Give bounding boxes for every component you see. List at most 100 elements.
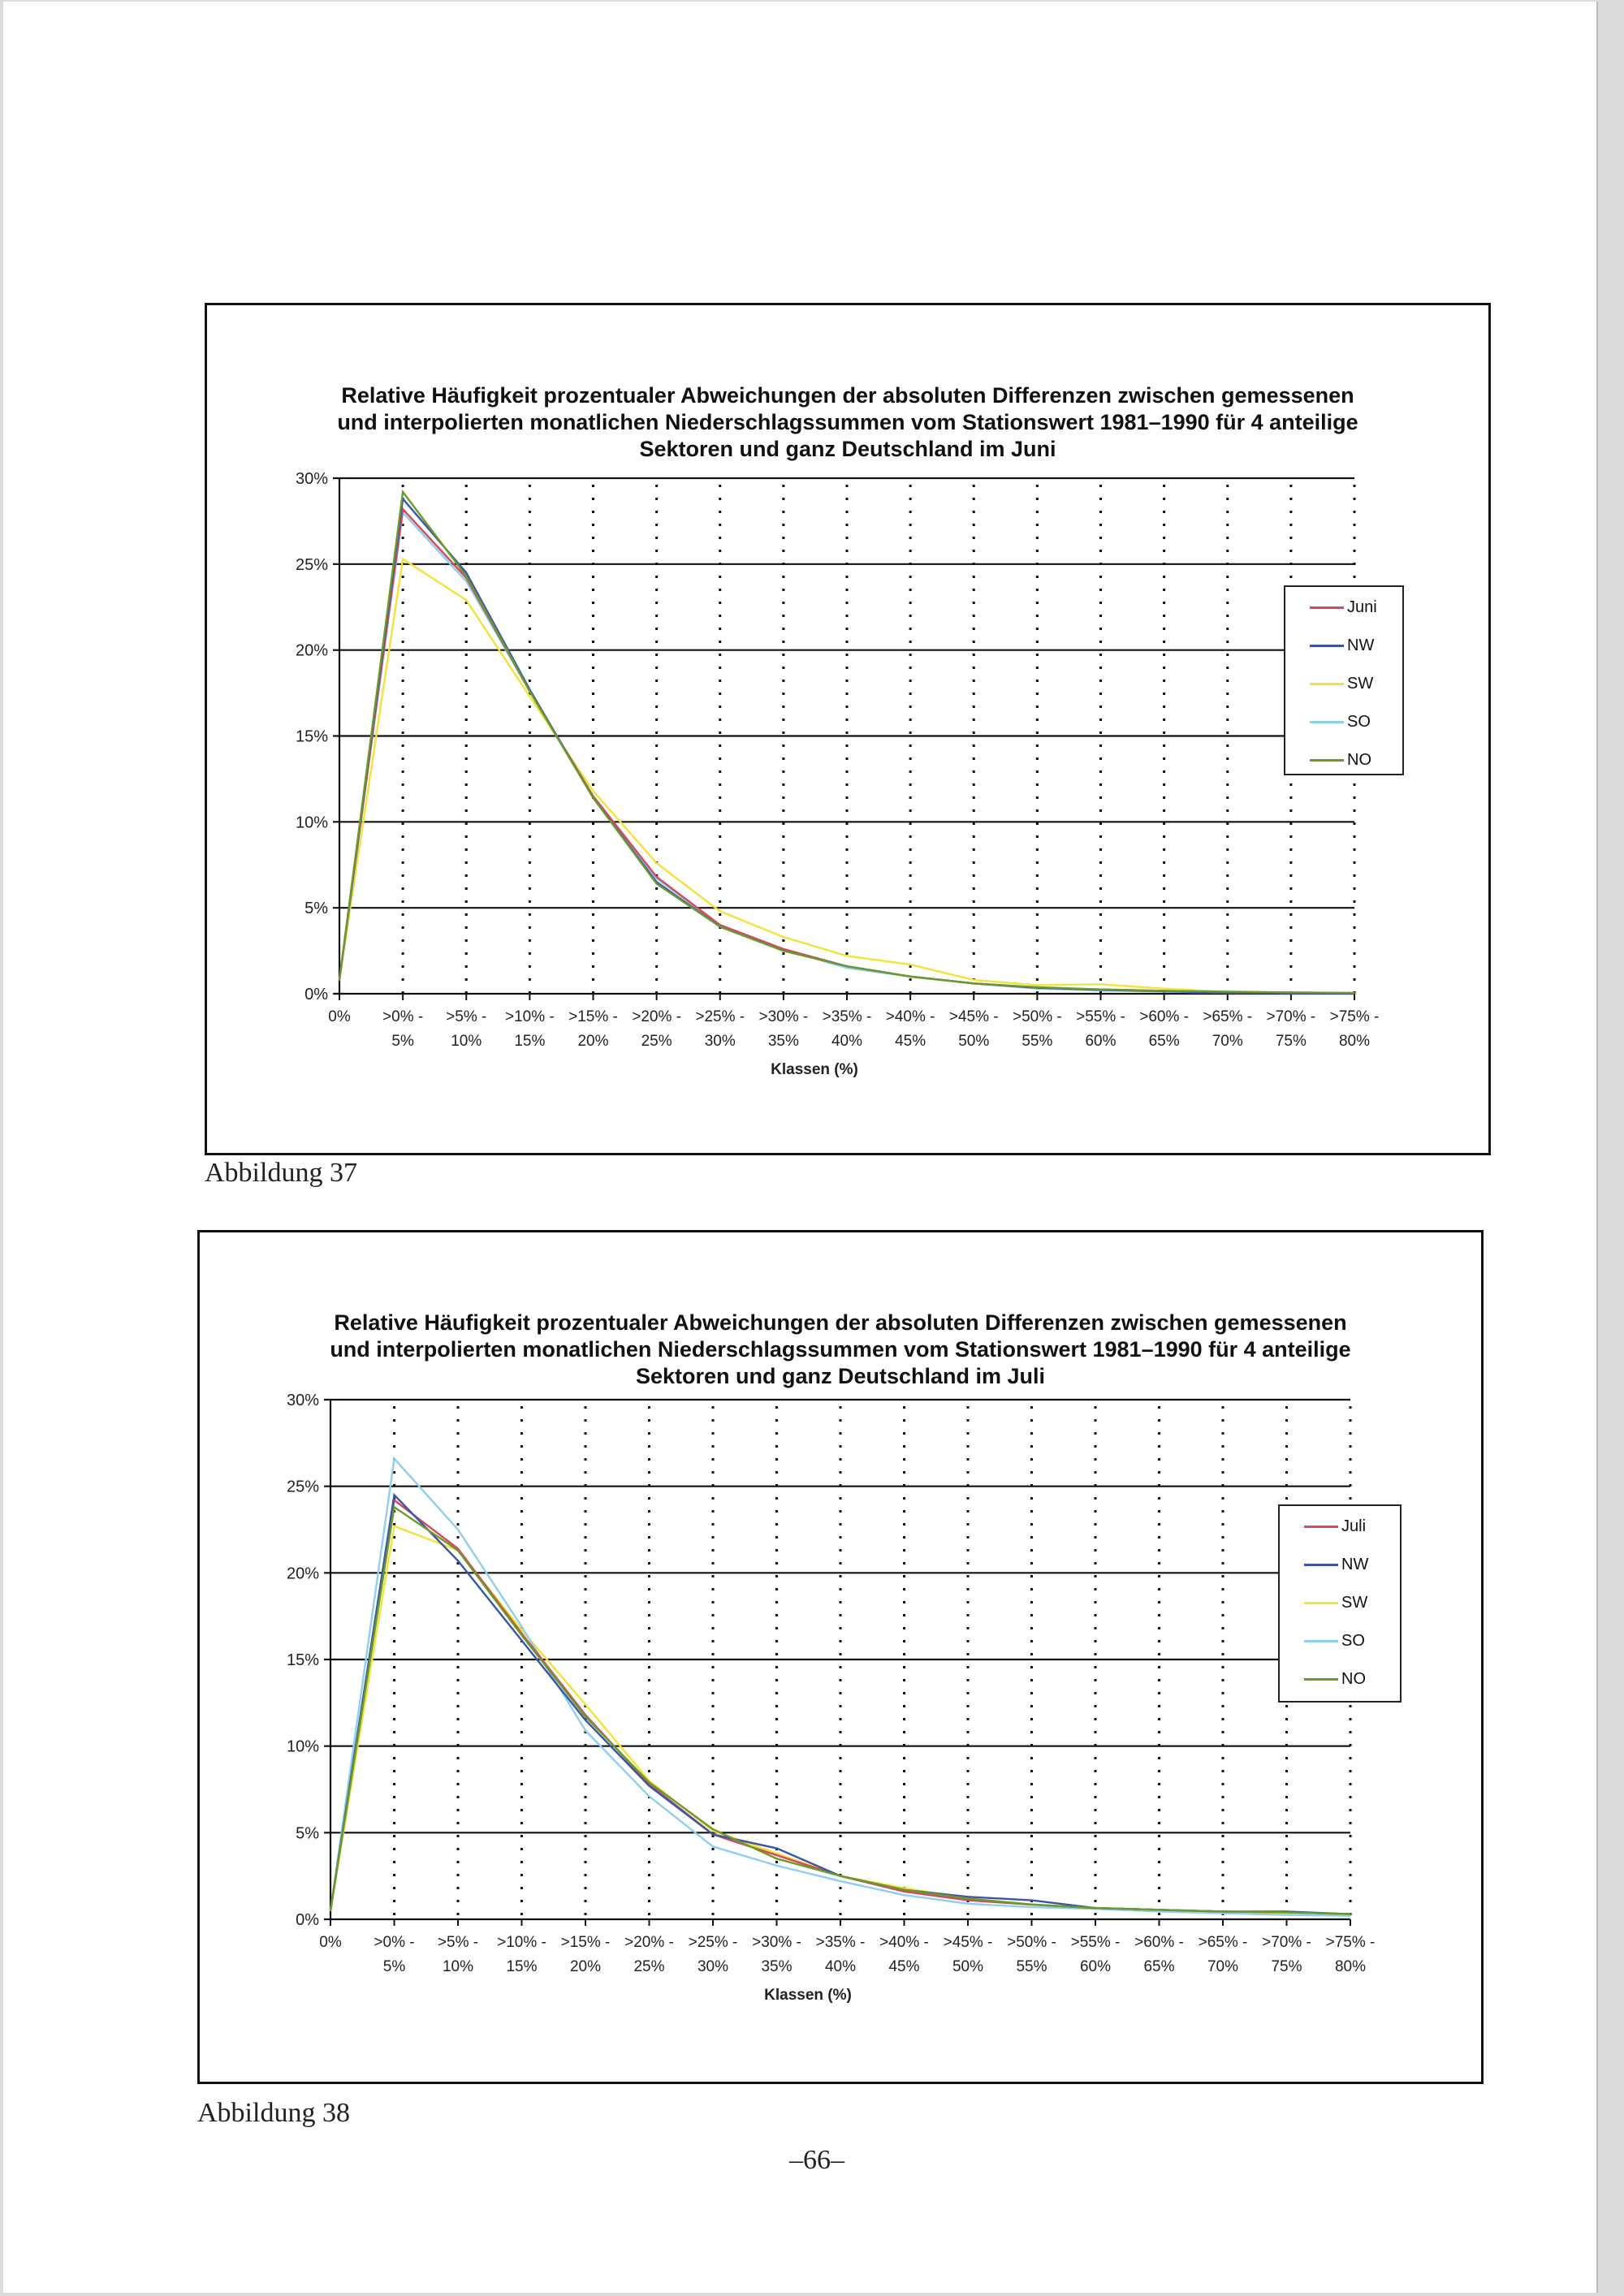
data-point-so bbox=[903, 1894, 905, 1896]
x-tick-label: 60% bbox=[1080, 1958, 1111, 1975]
x-tick-label: >55% - bbox=[1076, 1008, 1125, 1025]
x-tick-label: 60% bbox=[1085, 1033, 1116, 1050]
data-point-sw bbox=[1099, 983, 1102, 986]
data-point-sw bbox=[402, 558, 404, 560]
data-point-sw bbox=[712, 1830, 714, 1832]
x-tick-label: >20% - bbox=[624, 1934, 674, 1951]
data-point-so bbox=[1285, 1914, 1288, 1916]
series-line-juni bbox=[338, 507, 1354, 995]
x-tick-label: 75% bbox=[1276, 1033, 1307, 1050]
legend-label: SW bbox=[1341, 1594, 1368, 1612]
legend-item: Juli bbox=[1304, 1517, 1366, 1536]
data-point-sw bbox=[1036, 984, 1039, 986]
data-point-no bbox=[909, 976, 911, 978]
y-tick-label: 5% bbox=[296, 1824, 319, 1842]
data-point-no bbox=[783, 950, 784, 952]
x-tick-label: 10% bbox=[451, 1033, 482, 1050]
x-tick-label: >45% - bbox=[944, 1934, 993, 1951]
y-tick-label: 25% bbox=[287, 1478, 319, 1496]
x-tick-label: >15% - bbox=[568, 1008, 618, 1025]
legend-item: NO bbox=[1310, 751, 1371, 770]
legend-swatch bbox=[1310, 606, 1344, 609]
x-tick-label: 70% bbox=[1212, 1033, 1243, 1050]
series-line-so bbox=[338, 510, 1354, 995]
legend-label: NO bbox=[1347, 751, 1371, 769]
data-point-sw bbox=[585, 1703, 586, 1706]
y-tick-label: 20% bbox=[287, 1564, 319, 1582]
x-tick-label: 30% bbox=[705, 1033, 736, 1050]
data-point-no bbox=[592, 796, 594, 799]
x-tick-label: >25% - bbox=[689, 1934, 738, 1951]
data-point-no bbox=[1095, 1907, 1096, 1909]
x-tick-label: 55% bbox=[1016, 1958, 1047, 1975]
data-point-no bbox=[339, 979, 340, 981]
y-tick-label: 10% bbox=[296, 814, 328, 831]
x-axis-label: Klassen (%) bbox=[764, 1987, 852, 2004]
legend-label: Juli bbox=[1341, 1517, 1367, 1535]
x-tick-label: 20% bbox=[570, 1958, 601, 1975]
data-point-juni bbox=[783, 948, 784, 950]
data-point-no bbox=[973, 982, 975, 985]
data-point-no bbox=[1030, 1904, 1033, 1905]
line-chart: 0% 5% 10% 15% 20% 25% 30% 0% >0% - 5% >5% - 10% >10%… bbox=[287, 1392, 1376, 2004]
data-point-juli bbox=[457, 1547, 459, 1550]
x-tick-label: >20% - bbox=[632, 1008, 681, 1025]
x-tick-label: 40% bbox=[825, 1958, 856, 1975]
data-point-sw bbox=[465, 599, 468, 602]
chart-legend: Juli NW SW SO NO bbox=[1278, 1504, 1402, 1703]
data-point-no bbox=[903, 1888, 905, 1891]
y-tick-label: 5% bbox=[304, 900, 328, 917]
x-tick-label: >30% - bbox=[759, 1008, 809, 1025]
legend-label: NO bbox=[1341, 1670, 1366, 1688]
x-tick-label: >5% - bbox=[446, 1008, 486, 1025]
data-point-nw bbox=[967, 1896, 969, 1898]
data-point-sw bbox=[393, 1525, 395, 1527]
x-tick-label: 30% bbox=[698, 1958, 728, 1975]
chart-title-line: Relative Häufigkeit prozentualer Abweich… bbox=[341, 383, 1354, 408]
data-point-no bbox=[712, 1828, 714, 1830]
data-point-nw bbox=[712, 1833, 714, 1836]
figure-37-frame: Relative Häufigkeit prozentualer Abweich… bbox=[205, 303, 1491, 1155]
x-tick-label: >0% - bbox=[382, 1008, 423, 1025]
x-tick-label: 15% bbox=[506, 1958, 537, 1975]
data-point-so bbox=[393, 1457, 395, 1460]
data-point-nw bbox=[775, 1847, 778, 1849]
data-point-sw bbox=[846, 955, 848, 957]
data-point-nw bbox=[465, 572, 468, 574]
legend-label: NW bbox=[1347, 637, 1375, 654]
data-point-so bbox=[465, 580, 468, 582]
data-point-nw bbox=[520, 1639, 523, 1642]
y-tick-label: 0% bbox=[296, 1911, 319, 1929]
legend-label: SO bbox=[1347, 713, 1371, 731]
x-tick-label: 80% bbox=[1339, 1033, 1370, 1050]
legend-swatch bbox=[1304, 1564, 1338, 1566]
x-tick-label: 0% bbox=[319, 1934, 342, 1951]
x-tick-label: >10% - bbox=[497, 1934, 546, 1951]
x-axis-label: Klassen (%) bbox=[771, 1061, 858, 1078]
x-tick-label: 15% bbox=[514, 1033, 545, 1050]
data-point-no bbox=[1036, 986, 1039, 988]
chart-title-line: Sektoren und ganz Deutschland im Juli bbox=[635, 1364, 1046, 1388]
x-tick-label: >75% - bbox=[1326, 1934, 1376, 1951]
x-tick-label: 35% bbox=[768, 1033, 799, 1050]
data-point-no bbox=[1290, 991, 1292, 994]
x-tick-label: >70% - bbox=[1262, 1934, 1311, 1951]
legend-swatch bbox=[1304, 1678, 1338, 1681]
x-tick-label: >40% - bbox=[886, 1008, 935, 1025]
x-tick-label: >65% - bbox=[1203, 1008, 1252, 1025]
data-point-so bbox=[585, 1729, 586, 1732]
data-point-juli bbox=[903, 1891, 905, 1892]
data-point-juli bbox=[775, 1854, 778, 1856]
data-point-no bbox=[529, 690, 531, 693]
x-tick-label: 55% bbox=[1021, 1033, 1052, 1050]
data-point-no bbox=[1222, 1910, 1224, 1913]
y-tick-label: 30% bbox=[287, 1392, 319, 1409]
data-point-sw bbox=[903, 1887, 905, 1889]
y-tick-label: 30% bbox=[296, 470, 328, 488]
data-point-juni bbox=[402, 508, 404, 510]
data-point-so bbox=[846, 967, 848, 969]
y-tick-label: 20% bbox=[296, 642, 328, 660]
x-tick-label: >35% - bbox=[823, 1008, 872, 1025]
legend-item: SW bbox=[1304, 1594, 1367, 1612]
legend-item: Juni bbox=[1310, 598, 1377, 617]
